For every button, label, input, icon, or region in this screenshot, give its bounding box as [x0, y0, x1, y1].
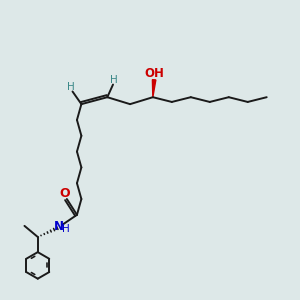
Text: N: N	[54, 220, 64, 233]
Text: H: H	[110, 75, 118, 85]
Text: H: H	[62, 224, 70, 234]
Text: H: H	[68, 82, 75, 92]
Polygon shape	[152, 80, 156, 97]
Text: O: O	[60, 187, 70, 200]
Text: OH: OH	[145, 67, 164, 80]
